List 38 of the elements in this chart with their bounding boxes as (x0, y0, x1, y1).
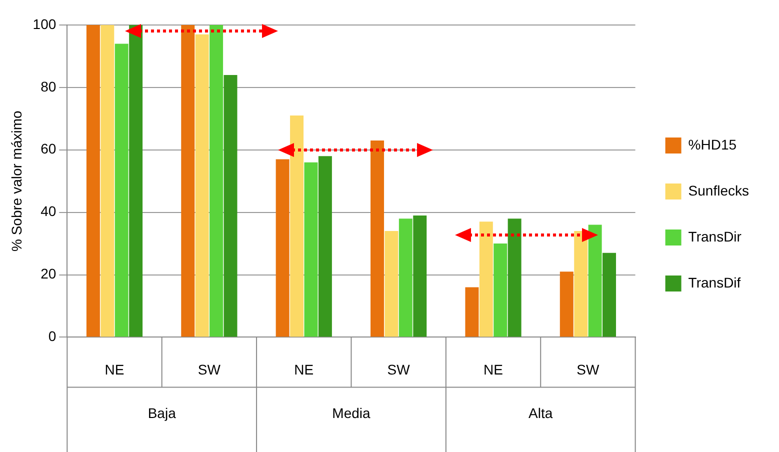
bar (465, 287, 479, 337)
legend-label: TransDir (688, 228, 742, 244)
text: Media (332, 405, 371, 422)
y-tick-label: 100 (32, 16, 56, 32)
bar (114, 44, 128, 337)
text: Alta (528, 405, 553, 422)
bar (304, 162, 318, 337)
bar (370, 140, 384, 337)
bar (195, 34, 209, 337)
bar (479, 222, 493, 337)
y-axis-title: % Sobre valor máximo (8, 110, 24, 252)
legend-label: TransDif (688, 274, 741, 290)
bar (276, 159, 290, 337)
bar (588, 224, 602, 337)
bar (574, 231, 588, 337)
bar (508, 218, 522, 337)
bar (384, 231, 398, 337)
bar (290, 116, 304, 337)
legend-label: %HD15 (688, 136, 737, 152)
y-tick-label: 0 (48, 328, 56, 344)
y-tick-label: 20 (40, 266, 56, 282)
y-tick-label: 40 (40, 203, 56, 220)
bar (494, 244, 508, 337)
text: Baja (148, 405, 176, 422)
bar (100, 25, 114, 337)
bar (602, 252, 616, 337)
y-tick-label: 80 (40, 78, 56, 94)
bar (224, 74, 238, 337)
bar (181, 25, 195, 337)
bar (413, 215, 427, 337)
bar (129, 25, 143, 337)
y-tick-label: 60 (40, 140, 56, 157)
bar (210, 25, 224, 337)
legend-label: Sunflecks (688, 182, 750, 198)
bar (86, 25, 100, 337)
bar (398, 218, 412, 337)
bar (560, 272, 574, 337)
bar (318, 156, 332, 337)
